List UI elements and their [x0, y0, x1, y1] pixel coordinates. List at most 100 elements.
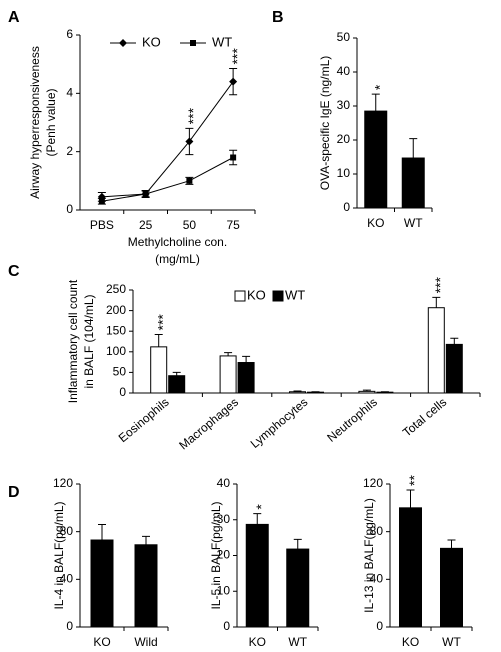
y-axis-label: Inflammatory cell count	[66, 279, 80, 403]
error-bar	[432, 296, 441, 308]
x-tick-label: WT	[442, 635, 461, 649]
bar	[399, 507, 422, 628]
y-tick-label: 80	[60, 524, 74, 538]
x-tick-label: 50	[183, 218, 197, 232]
x-tick-label: KO	[402, 635, 419, 649]
y-tick-label: 50	[337, 30, 351, 44]
significance: **	[406, 475, 422, 486]
x-tick-label: Total cells	[400, 395, 449, 440]
x-tick-label: KO	[93, 635, 110, 649]
y-axis-label: OVA-specific IgE (ng/mL)	[318, 56, 332, 190]
x-axis-label: Methylcholine con.	[128, 235, 227, 249]
bar	[358, 390, 376, 394]
y-tick-label: 80	[370, 524, 384, 538]
bar	[150, 346, 168, 394]
y-tick-label: 0	[223, 619, 230, 633]
x-tick-label: 75	[226, 218, 240, 232]
x-tick-label: WT	[288, 635, 307, 649]
x-tick-label: Macrophages	[176, 395, 241, 452]
bar	[168, 375, 186, 394]
bar	[286, 548, 310, 628]
y-axis-label: IL-13 in BALF(pg/mL)	[362, 498, 376, 613]
y-tick-label: 20	[337, 132, 351, 146]
bar	[364, 110, 388, 209]
significance: *	[253, 504, 269, 510]
point	[98, 198, 105, 205]
point	[119, 39, 127, 47]
y-tick-label: 0	[66, 202, 73, 216]
error-bar	[371, 93, 380, 112]
x-tick-label: Wild	[134, 635, 157, 649]
y-tick-label: 250	[106, 282, 126, 296]
error-bar	[293, 538, 302, 550]
bar	[401, 157, 425, 209]
x-tick-label: 25	[139, 218, 153, 232]
error-bar	[253, 513, 262, 525]
y-tick-label: 0	[66, 619, 73, 633]
y-axis-label: IL-5 in BALF(pg/mL)	[209, 501, 223, 609]
y-tick-label: 120	[53, 476, 73, 490]
x-tick-label: WT	[404, 216, 423, 230]
point	[186, 177, 193, 184]
significance: ***	[229, 48, 245, 65]
y-tick-label: 40	[60, 572, 74, 586]
y-tick-label: 6	[66, 27, 73, 41]
bar	[245, 523, 269, 628]
error-bar	[224, 352, 233, 356]
panel-label: B	[272, 9, 284, 26]
y-tick-label: 4	[66, 86, 73, 100]
bar	[376, 391, 394, 394]
x-tick-label: KO	[367, 216, 384, 230]
y-tick-label: 20	[217, 548, 231, 562]
bar	[219, 355, 237, 394]
legend-swatch	[272, 290, 284, 302]
bar	[289, 391, 306, 394]
y-axis-label: in BALF (104/mL)	[82, 294, 96, 388]
y-tick-label: 50	[113, 365, 127, 379]
bar	[237, 362, 255, 394]
y-tick-label: 0	[119, 385, 126, 399]
y-tick-label: 40	[217, 476, 231, 490]
x-tick-label: KO	[249, 635, 266, 649]
error-bar	[409, 138, 418, 159]
y-tick-label: 40	[337, 64, 351, 78]
y-tick-label: 120	[363, 476, 383, 490]
x-tick-label: Lymphocytes	[248, 395, 311, 451]
error-bar	[154, 333, 163, 347]
y-tick-label: 200	[106, 303, 126, 317]
point	[142, 190, 149, 197]
point	[230, 154, 237, 161]
significance: ***	[432, 277, 448, 294]
error-bar	[142, 535, 150, 545]
point	[229, 77, 238, 86]
legend-label: WT	[212, 34, 232, 49]
x-tick-label: Neutrophils	[324, 395, 380, 445]
error-bar	[98, 524, 106, 541]
bar	[445, 343, 463, 394]
bar	[440, 547, 463, 628]
error-bar	[406, 489, 415, 508]
error-bar	[293, 390, 302, 392]
panel-label: D	[8, 484, 20, 501]
error-bar	[242, 355, 251, 363]
legend-label: KO	[247, 287, 266, 302]
y-tick-label: 30	[337, 98, 351, 112]
panel-label: A	[8, 9, 20, 26]
bar	[427, 307, 445, 394]
y-tick-label: 0	[376, 619, 383, 633]
error-bar	[172, 371, 181, 376]
point	[185, 137, 194, 146]
error-bar	[450, 337, 459, 345]
y-tick-label: 100	[106, 344, 126, 358]
y-tick-label: 40	[370, 572, 384, 586]
y-tick-label: 150	[106, 323, 126, 337]
y-axis-label: IL-4 in BALF(pg/mL)	[52, 501, 66, 609]
legend-swatch	[234, 290, 246, 302]
bar	[134, 544, 158, 628]
x-tick-label: Eosinophils	[116, 395, 172, 445]
significance: *	[371, 84, 387, 90]
point	[190, 40, 196, 46]
panel-label: C	[8, 263, 20, 280]
legend-label: KO	[142, 34, 161, 49]
